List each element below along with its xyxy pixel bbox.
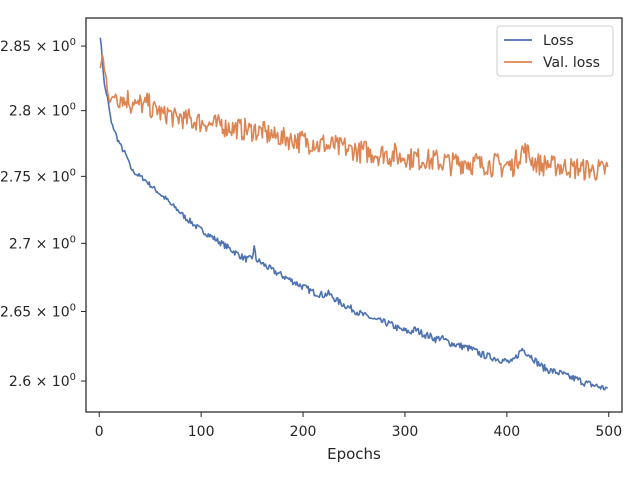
y-tick-label: 2.75 × 100 — [0, 167, 76, 185]
x-tick-label: 500 — [595, 424, 622, 440]
legend-entry-0: Loss — [543, 33, 574, 49]
x-tick-label: 300 — [392, 424, 419, 440]
x-tick-label: 400 — [493, 424, 520, 440]
y-tick-label: 2.85 × 100 — [0, 37, 76, 55]
y-axis: 2.6 × 100 2.65 × 100 2.7 × 100 2.75 × 100 2.… — [0, 37, 86, 390]
legend-box — [496, 25, 614, 77]
plot-frame — [85, 17, 623, 413]
series-line-0 — [99, 37, 608, 391]
x-tick-label: 0 — [95, 424, 104, 440]
x-tick-label: 100 — [188, 424, 215, 440]
y-tick-label: 2.65 × 100 — [0, 303, 76, 321]
legend: Loss Val. loss — [496, 25, 614, 77]
plot-area — [85, 17, 623, 413]
x-axis-label: Epochs — [327, 445, 381, 463]
series-layer — [99, 37, 609, 391]
x-axis: 0 100 200 300 400 500 — [95, 412, 622, 440]
y-tick-label: 2.6 × 100 — [9, 372, 76, 390]
y-tick-label: 2.8 × 100 — [9, 102, 76, 120]
x-tick-label: 200 — [290, 424, 317, 440]
y-tick-label: 2.7 × 100 — [9, 234, 76, 252]
legend-entry-1: Val. loss — [543, 55, 600, 71]
series-line-1 — [99, 53, 609, 181]
plot-background — [86, 18, 622, 412]
